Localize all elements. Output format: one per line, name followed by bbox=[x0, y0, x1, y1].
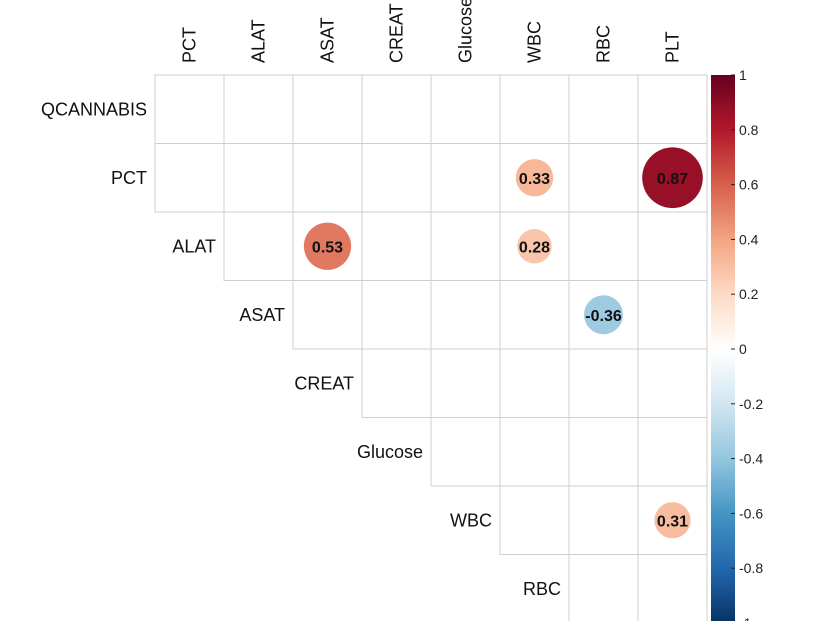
grid-cell-glucose-wbc bbox=[499, 417, 570, 487]
value-label-alat-asat: 0.53 bbox=[312, 239, 343, 256]
grid-cell-rbc-plt bbox=[637, 554, 708, 621]
circle-pct-wbc bbox=[515, 159, 554, 197]
colorbar-tick-label-0-6: 0.6 bbox=[739, 177, 759, 193]
grid-cell-pct-pct bbox=[154, 143, 225, 213]
grid-cell-glucose-rbc bbox=[568, 417, 639, 487]
grid-cell-asat-plt bbox=[637, 280, 708, 350]
grid-cell-asat-asat bbox=[292, 280, 363, 350]
colorbar-tick-label-0-4: 0.4 bbox=[739, 231, 759, 247]
grid-cell-glucose-plt bbox=[637, 417, 708, 487]
column-label-pct: PCT bbox=[180, 27, 200, 63]
grid-lines bbox=[154, 74, 708, 621]
column-label-asat: ASAT bbox=[318, 17, 338, 63]
grid-cell-alat-alat bbox=[223, 211, 294, 281]
colorbar-tick-label-0-4: -0.4 bbox=[739, 451, 763, 467]
circle-alat-wbc bbox=[517, 229, 552, 264]
value-label-asat-rbc: -0.36 bbox=[585, 308, 622, 325]
row-label-pct: PCT bbox=[111, 168, 147, 188]
grid-cell-qcannabis-alat bbox=[223, 74, 294, 144]
colorbar-tick-label-0: 0 bbox=[739, 341, 747, 357]
grid-cell-qcannabis-asat bbox=[292, 74, 363, 144]
column-label-rbc: RBC bbox=[594, 25, 614, 63]
value-label-wbc-plt: 0.31 bbox=[657, 513, 688, 530]
grid-cell-asat-wbc bbox=[499, 280, 570, 350]
colorbar-tick-label-1: -1 bbox=[739, 615, 752, 621]
grid-cell-creat-wbc bbox=[499, 348, 570, 418]
circle-alat-asat bbox=[303, 222, 352, 270]
row-label-creat: CREAT bbox=[294, 373, 354, 393]
grid-cell-alat-plt bbox=[637, 211, 708, 281]
column-label-creat: CREAT bbox=[387, 3, 407, 63]
grid-cell-alat-rbc bbox=[568, 211, 639, 281]
row-label-glucose: Glucose bbox=[357, 442, 423, 462]
grid-cell-qcannabis-wbc bbox=[499, 74, 570, 144]
value-label-alat-wbc: 0.28 bbox=[519, 239, 550, 256]
colorbar-tick-label-0-2: 0.2 bbox=[739, 286, 759, 302]
grid-cell-alat-glucose bbox=[430, 211, 501, 281]
colorbar-tick-label-0-8: 0.8 bbox=[739, 122, 759, 138]
colorbar-tick-label-0-6: -0.6 bbox=[739, 505, 763, 521]
column-label-alat: ALAT bbox=[249, 19, 269, 63]
colorbar-tick-label-1: 1 bbox=[739, 67, 747, 83]
grid-cell-creat-creat bbox=[361, 348, 432, 418]
grid-cell-wbc-rbc bbox=[568, 485, 639, 555]
column-label-wbc: WBC bbox=[525, 21, 545, 63]
column-label-glucose: Glucose bbox=[456, 0, 476, 63]
row-label-qcannabis: QCANNABIS bbox=[41, 99, 147, 119]
colorbar-tick-label-0-8: -0.8 bbox=[739, 560, 763, 576]
circle-pct-plt bbox=[642, 147, 703, 209]
grid-cell-pct-rbc bbox=[568, 143, 639, 213]
grid-cell-qcannabis-plt bbox=[637, 74, 708, 144]
row-label-alat: ALAT bbox=[172, 236, 216, 256]
grid-cell-wbc-wbc bbox=[499, 485, 570, 555]
row-label-rbc: RBC bbox=[523, 579, 561, 599]
grid-cell-alat-creat bbox=[361, 211, 432, 281]
colorbar: 1 0.8 0.6 0.4 0.2 0 -0.2 -0.4 -0.6 -0.8 -1 bbox=[711, 67, 763, 621]
row-label-wbc: WBC bbox=[450, 510, 492, 530]
value-label-pct-plt: 0.87 bbox=[657, 171, 688, 188]
row-labels: QCANNABIS PCT ALAT ASAT CREAT Glucose WBC RBC bbox=[41, 99, 561, 599]
grid-cell-pct-alat bbox=[223, 143, 294, 213]
grid-cell-creat-plt bbox=[637, 348, 708, 418]
column-labels: PCT ALAT ASAT CREAT Glucose WBC RBC PLT bbox=[180, 0, 683, 63]
grid-cell-glucose-glucose bbox=[430, 417, 501, 487]
grid-cell-creat-glucose bbox=[430, 348, 501, 418]
column-label-plt: PLT bbox=[663, 31, 683, 63]
grid-cell-pct-asat bbox=[292, 143, 363, 213]
colorbar-gradient bbox=[711, 75, 735, 621]
value-label-pct-wbc: 0.33 bbox=[519, 171, 550, 188]
grid-cell-qcannabis-creat bbox=[361, 74, 432, 144]
grid-cell-qcannabis-pct bbox=[154, 74, 225, 144]
grid-cell-creat-rbc bbox=[568, 348, 639, 418]
grid-cell-pct-glucose bbox=[430, 143, 501, 213]
correlation-circles: 0.33 0.87 0.53 0.28 -0.36 0.31 bbox=[303, 147, 703, 539]
grid-cell-pct-creat bbox=[361, 143, 432, 213]
row-label-asat: ASAT bbox=[239, 305, 285, 325]
grid-cell-qcannabis-glucose bbox=[430, 74, 501, 144]
grid-cell-asat-glucose bbox=[430, 280, 501, 350]
grid-cell-rbc-rbc bbox=[568, 554, 639, 621]
colorbar-tick-label-0-2: -0.2 bbox=[739, 396, 763, 412]
circle-asat-rbc bbox=[584, 295, 623, 335]
grid-cell-qcannabis-rbc bbox=[568, 74, 639, 144]
grid-cell-asat-creat bbox=[361, 280, 432, 350]
circle-wbc-plt bbox=[654, 502, 691, 539]
